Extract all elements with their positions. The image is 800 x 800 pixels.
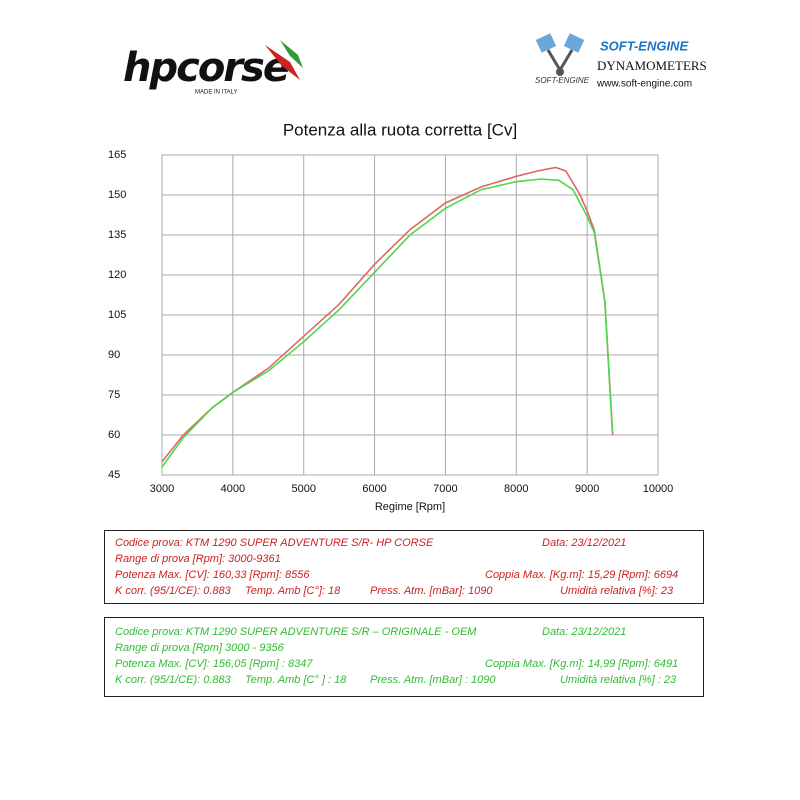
info-row: Codice prova: KTM 1290 SUPER ADVENTURE S… [105, 535, 703, 551]
info-box: Codice prova: KTM 1290 SUPER ADVENTURE S… [104, 617, 704, 697]
info-text: Range di prova [Rpm]: 3000-9361 [115, 553, 281, 565]
x-tick-label: 5000 [291, 483, 315, 495]
y-tick-label: 150 [108, 189, 126, 201]
chart: hpcorse MADE IN ITALY SOFT-ENGINE SOFT-E… [108, 33, 707, 513]
y-tick-label: 165 [108, 149, 126, 161]
x-axis-label: Regime [Rpm] [375, 501, 445, 513]
info-text: Codice prova: KTM 1290 SUPER ADVENTURE S… [115, 537, 434, 549]
info-text: Temp. Amb [C°]: 18 [245, 585, 341, 597]
piston-icon [535, 33, 585, 76]
info-text: Potenza Max. [CV]: 156,05 [Rpm] : 8347 [115, 658, 313, 670]
x-tick-label: 3000 [150, 483, 174, 495]
info-text: Coppia Max. [Kg.m]: 14,99 [Rpm]: 6491 [485, 658, 679, 670]
brand-logo: hpcorse [123, 45, 289, 91]
info-text: Temp. Amb [C° ] : 18 [245, 674, 347, 686]
info-text: K corr. (95/1/CE): 0.883 [115, 585, 231, 597]
info-row: K corr. (95/1/CE): 0.883 Temp. Amb [C° ] … [105, 672, 703, 688]
logo-url: www.soft-engine.com [596, 79, 692, 90]
logo-mark [280, 40, 303, 68]
logo-tagline: MADE IN ITALY [195, 90, 237, 96]
y-tick-label: 45 [108, 469, 120, 481]
x-tick-label: 4000 [221, 483, 245, 495]
x-tick-label: 6000 [362, 483, 386, 495]
y-tick-label: 75 [108, 389, 120, 401]
info-text: Coppia Max. [Kg.m]: 15,29 [Rpm]: 6694 [485, 569, 679, 581]
y-tick-label: 60 [108, 429, 120, 441]
info-text: Range di prova [Rpm] 3000 - 9356 [115, 642, 284, 654]
info-row: Potenza Max. [CV]: 160,33 [Rpm]: 8556 Cop… [105, 567, 703, 583]
logo-small-brand: SOFT-ENGINE [535, 76, 590, 85]
y-tick-label: 135 [108, 229, 126, 241]
info-text: Umidità relativa [%] : 23 [560, 674, 677, 686]
logo-subtitle: DYNAMOMETERS [597, 58, 707, 73]
info-row: Range di prova [Rpm] 3000 - 9356 [105, 640, 703, 656]
info-text: Codice prova: KTM 1290 SUPER ADVENTURE S… [115, 626, 477, 638]
x-tick-label: 9000 [575, 483, 599, 495]
info-text: Data: 23/12/2021 [542, 537, 627, 549]
x-tick-label: 10000 [643, 483, 674, 495]
info-text: Potenza Max. [CV]: 160,33 [Rpm]: 8556 [115, 569, 310, 581]
y-tick-label: 90 [108, 349, 120, 361]
x-tick-label: 8000 [504, 483, 528, 495]
info-row: Codice prova: KTM 1290 SUPER ADVENTURE S… [105, 624, 703, 640]
logo-mark [265, 45, 300, 80]
info-box: Codice prova: KTM 1290 SUPER ADVENTURE S… [104, 530, 704, 604]
chart-title: Potenza alla ruota corretta [Cv] [283, 120, 517, 139]
info-text: K corr. (95/1/CE): 0.883 [115, 674, 231, 686]
line-series [161, 178, 614, 468]
y-tick-label: 105 [108, 309, 126, 321]
info-row: K corr. (95/1/CE): 0.883 Temp. Amb [C°]: … [105, 583, 703, 599]
info-text: Data: 23/12/2021 [542, 626, 627, 638]
info-row: Potenza Max. [CV]: 156,05 [Rpm] : 8347 Co… [105, 656, 703, 672]
logo-brand: SOFT-ENGINE [600, 38, 688, 53]
info-text: Press. Atm. [mBar]: 1090 [370, 585, 493, 597]
info-text: Umidità relativa [%]: 23 [560, 585, 674, 597]
info-text: Press. Atm. [mBar] : 1090 [370, 674, 496, 686]
info-row: Range di prova [Rpm]: 3000-9361 [105, 551, 703, 567]
y-tick-label: 120 [108, 269, 126, 281]
x-tick-label: 7000 [433, 483, 457, 495]
